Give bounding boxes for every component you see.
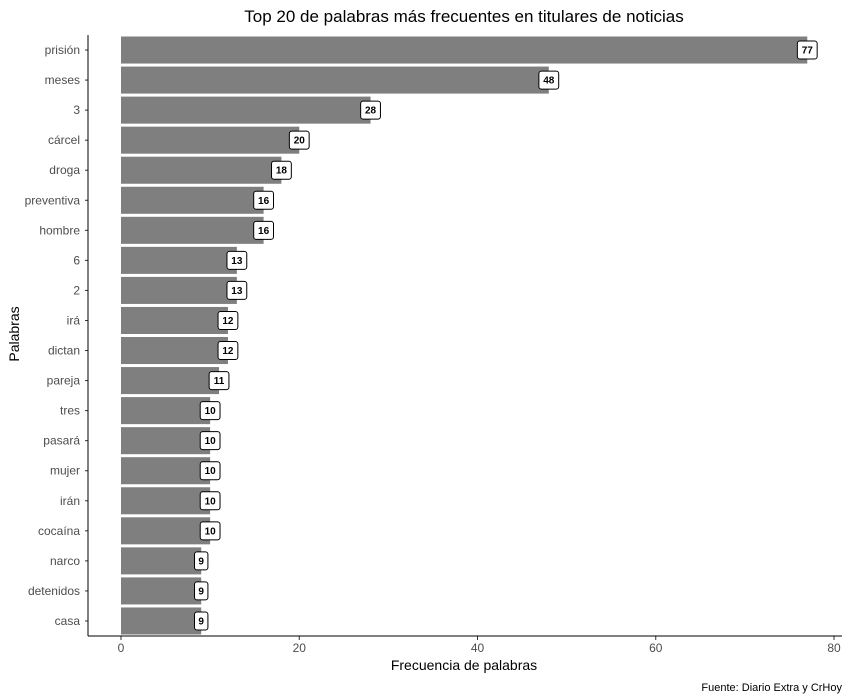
data-label: 10	[205, 406, 217, 417]
data-label-box	[271, 160, 292, 180]
data-label: 48	[543, 76, 555, 87]
data-label: 12	[222, 346, 234, 357]
data-label: 12	[222, 316, 234, 327]
y-tick-label: mujer	[50, 464, 80, 478]
data-label: 10	[205, 466, 217, 477]
y-tick-label: droga	[49, 163, 80, 177]
data-label: 20	[294, 136, 306, 147]
data-label: 16	[258, 226, 270, 237]
y-tick-label: hombre	[39, 223, 80, 237]
bar-12	[121, 397, 211, 425]
y-tick-label: cárcel	[48, 133, 80, 147]
y-tick-label: dictan	[48, 344, 80, 358]
bar-19	[121, 607, 202, 635]
data-label: 10	[205, 526, 217, 537]
data-label-box	[199, 521, 221, 541]
bar-16	[121, 517, 211, 545]
y-tick-label: meses	[45, 73, 80, 87]
bar-4	[121, 156, 282, 184]
data-label-box	[208, 371, 230, 391]
data-label-box	[199, 461, 221, 481]
data-label-box	[538, 70, 560, 90]
bar-2	[121, 96, 371, 124]
bar-7	[121, 246, 237, 274]
bar-6	[121, 216, 264, 244]
x-axis: 0 20 40 60 80	[118, 636, 841, 655]
data-label: 77	[802, 46, 814, 57]
bar-8	[121, 276, 237, 304]
data-label: 9	[198, 586, 204, 597]
bar-15	[121, 487, 211, 515]
y-tick-label: tres	[60, 404, 80, 418]
x-tick-label: 80	[827, 641, 841, 655]
data-label: 11	[214, 376, 225, 387]
data-label-box	[226, 280, 248, 300]
bar-1	[121, 66, 549, 94]
y-tick-labels: prisión meses 3 cárcel droga preventiva hombre…	[25, 43, 88, 628]
data-label: 10	[205, 496, 217, 507]
data-label: 28	[365, 106, 377, 117]
data-label-box	[199, 431, 221, 451]
y-tick-label: irá	[67, 313, 81, 327]
data-label: 18	[276, 166, 288, 177]
data-label: 9	[198, 616, 204, 627]
data-label-box	[194, 581, 209, 601]
bar-11	[121, 367, 220, 395]
y-tick-label: pasará	[43, 434, 80, 448]
data-label-box	[217, 310, 239, 330]
y-tick-label: narco	[50, 554, 80, 568]
data-label-box	[199, 401, 221, 421]
data-label-box	[194, 551, 209, 571]
data-label-box	[194, 611, 209, 631]
data-label-box	[217, 341, 239, 361]
y-tick-label: casa	[55, 614, 81, 628]
bar-9	[121, 306, 228, 334]
bar-5	[121, 186, 264, 214]
y-tick-label: 2	[73, 283, 80, 297]
bar-13	[121, 427, 211, 455]
bar-18	[121, 577, 202, 605]
data-label-box	[226, 250, 248, 270]
x-tick-label: 40	[471, 641, 485, 655]
x-tick-label: 20	[293, 641, 307, 655]
data-label-box	[360, 100, 381, 120]
x-tick-label: 60	[649, 641, 663, 655]
data-label-box	[796, 40, 818, 60]
bars-group: 77 48 28 20 18 16 16 13 13 12 12 11 10 10 10 10 10 9 9 9	[121, 36, 818, 635]
data-label-box	[253, 220, 274, 240]
bar-17	[121, 547, 202, 575]
data-label: 10	[205, 436, 217, 447]
bar-10	[121, 337, 228, 365]
x-tick-label: 0	[118, 641, 125, 655]
data-label-box	[288, 130, 310, 150]
chart-caption: Fuente: Diario Extra y CrHoy	[701, 682, 842, 694]
y-tick-label: cocaína	[38, 524, 80, 538]
bar-3	[121, 126, 300, 154]
data-label: 9	[198, 556, 204, 567]
y-tick-label: pareja	[47, 374, 81, 388]
data-label: 13	[231, 256, 243, 267]
y-tick-label: 6	[73, 253, 80, 267]
y-axis-title: Palabras	[6, 306, 22, 361]
bar-14	[121, 457, 211, 485]
y-tick-label: preventiva	[25, 193, 81, 207]
chart-title: Top 20 de palabras más frecuentes en tit…	[244, 7, 683, 26]
data-label: 13	[231, 286, 243, 297]
y-tick-label: detenidos	[28, 584, 80, 598]
y-tick-label: 3	[73, 103, 80, 117]
data-label-box	[199, 491, 221, 511]
x-axis-title: Frecuencia de palabras	[391, 657, 537, 673]
data-label: 16	[258, 196, 270, 207]
y-tick-label: prisión	[45, 43, 80, 57]
y-tick-label: irán	[60, 494, 80, 508]
bar-0	[121, 36, 808, 64]
data-label-box	[253, 190, 274, 210]
